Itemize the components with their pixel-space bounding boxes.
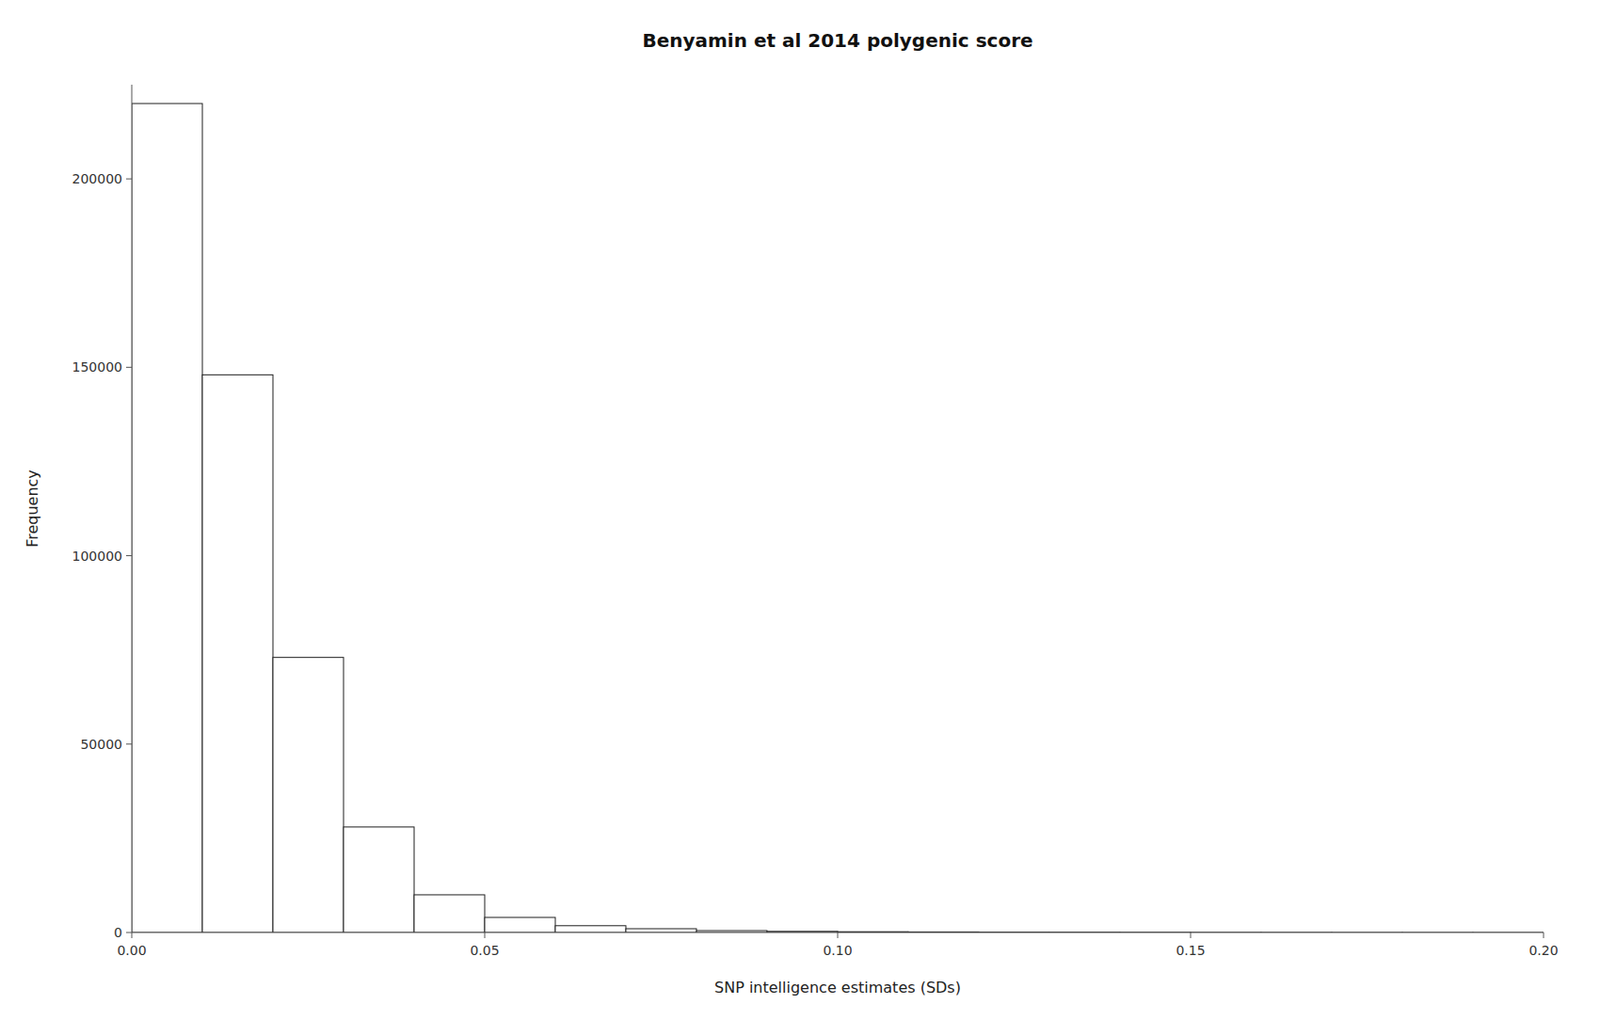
y-tick-label: 150000 [72,359,123,375]
x-tick-label: 0.05 [469,943,499,959]
histogram-bar [272,657,344,933]
y-tick-label: 50000 [80,736,123,752]
histogram-bar [131,103,203,933]
y-axis-line [131,84,133,933]
x-tick-label: 0.20 [1528,943,1558,959]
x-tick [1543,932,1545,939]
x-tick [131,932,133,939]
x-tick-label: 0.00 [116,943,146,959]
x-tick-label: 0.10 [822,943,852,959]
histogram-bar [202,374,273,933]
y-tick [126,932,132,934]
histogram-bar [625,928,697,933]
y-tick-label: 0 [113,925,123,941]
y-tick [126,178,132,180]
x-tick [837,932,839,939]
x-tick [484,932,486,939]
chart-title: Benyamin et al 2014 polygenic score [641,29,1033,52]
y-tick [126,743,132,745]
chart: 0.00 0.05 0.10 0.15 0.20 0 50000 100000 150000 20… [0,0,1600,1036]
histogram-bar [555,926,626,933]
x-tick [1190,932,1192,939]
y-tick-label: 200000 [72,171,123,187]
axes: 0.00 0.05 0.10 0.15 0.20 0 50000 100000 150000 20… [72,84,1559,959]
histogram-bar [414,895,485,933]
y-tick-label: 100000 [72,548,123,564]
x-axis-label: SNP intelligence estimates (SDs) [714,978,961,997]
y-tick [126,555,132,557]
bars [131,103,1544,933]
y-tick [126,367,132,368]
histogram-bar [484,917,556,933]
histogram-bar [343,827,415,933]
x-tick-label: 0.15 [1175,943,1205,959]
y-axis-label: Frequency [23,469,42,548]
